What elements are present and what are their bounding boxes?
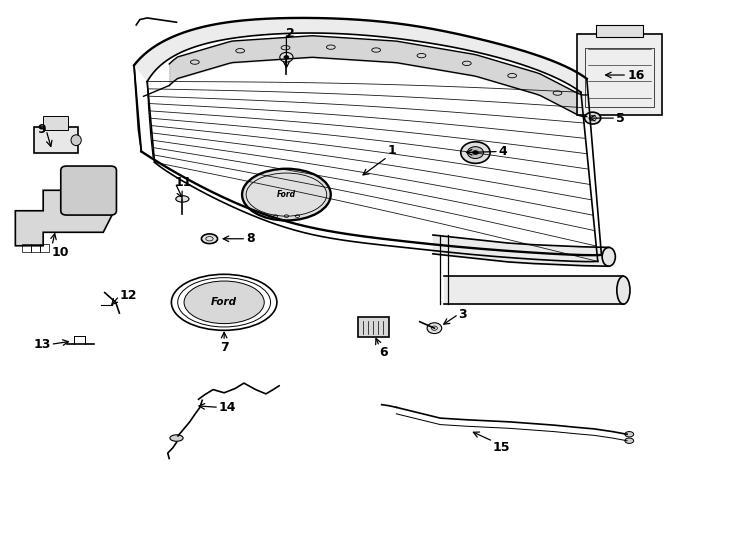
Text: 10: 10	[52, 246, 70, 259]
Ellipse shape	[71, 135, 81, 146]
Text: 7: 7	[219, 341, 228, 354]
FancyBboxPatch shape	[61, 166, 117, 215]
Text: 15: 15	[493, 441, 511, 454]
Polygon shape	[134, 18, 586, 92]
Ellipse shape	[473, 151, 479, 155]
Text: Ford: Ford	[277, 190, 296, 199]
Ellipse shape	[170, 435, 183, 441]
Text: 11: 11	[175, 176, 192, 189]
Text: 5: 5	[616, 112, 625, 125]
Text: 2: 2	[286, 26, 295, 39]
Ellipse shape	[468, 147, 484, 159]
Text: 16: 16	[627, 69, 644, 82]
Ellipse shape	[201, 234, 217, 244]
Text: 6: 6	[379, 347, 388, 360]
Ellipse shape	[584, 112, 600, 124]
Ellipse shape	[184, 281, 264, 323]
Ellipse shape	[284, 56, 289, 59]
Ellipse shape	[625, 438, 633, 443]
FancyBboxPatch shape	[34, 127, 79, 153]
Ellipse shape	[625, 431, 633, 437]
Polygon shape	[15, 190, 115, 246]
Ellipse shape	[602, 247, 615, 266]
Ellipse shape	[427, 323, 442, 334]
FancyBboxPatch shape	[358, 318, 389, 337]
Text: 13: 13	[33, 338, 51, 351]
Text: 14: 14	[219, 401, 236, 414]
Ellipse shape	[617, 276, 630, 304]
Text: 12: 12	[120, 289, 137, 302]
FancyBboxPatch shape	[577, 34, 662, 116]
Text: 9: 9	[37, 124, 46, 137]
Text: 8: 8	[246, 232, 255, 245]
Text: 3: 3	[459, 308, 468, 321]
Text: 1: 1	[388, 144, 396, 157]
Ellipse shape	[242, 168, 331, 220]
FancyBboxPatch shape	[43, 116, 68, 130]
Ellipse shape	[175, 195, 189, 202]
Text: Ford: Ford	[211, 298, 237, 307]
Ellipse shape	[461, 142, 490, 164]
FancyBboxPatch shape	[596, 25, 643, 37]
Ellipse shape	[280, 52, 293, 62]
Text: 4: 4	[499, 145, 508, 158]
